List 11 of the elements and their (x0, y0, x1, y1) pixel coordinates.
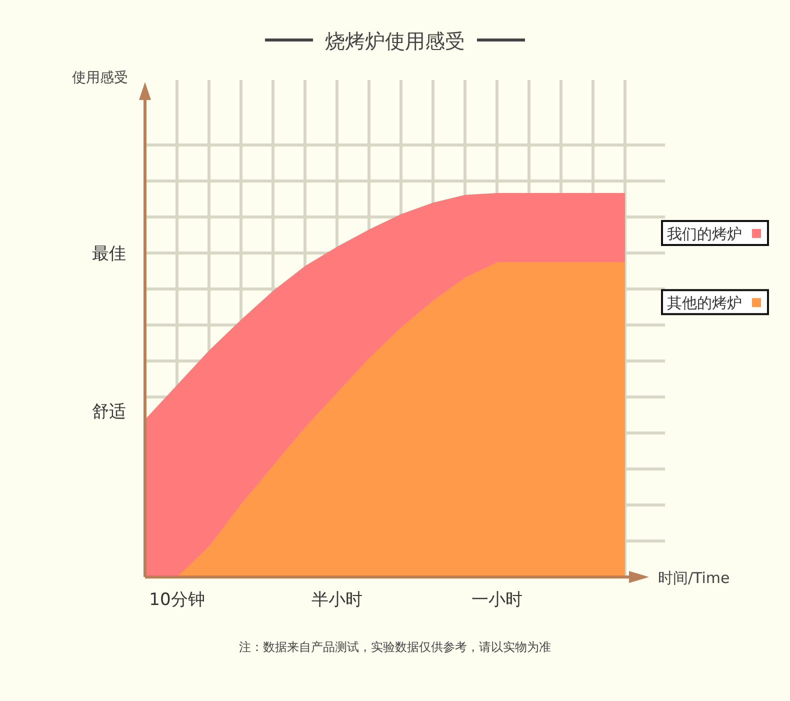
legend-label: 其他的烤炉 (667, 294, 742, 312)
text: 最佳 (92, 244, 126, 264)
text: 注：数据来自产品测试，实验数据仅供参考，请以实物为准 (239, 640, 551, 654)
text: 舒适 (92, 402, 126, 422)
x-tick-label: 10分钟 (149, 590, 205, 610)
text: 使用感受 (72, 70, 128, 86)
x-axis-title: 时间/Time (658, 569, 730, 587)
chart-title: 烧烤炉使用感受 (325, 29, 465, 53)
x-tick-label: 半小时 (312, 590, 362, 610)
legend-label: 我们的烤炉 (667, 225, 742, 243)
x-tick-label: 一小时 (472, 590, 522, 610)
